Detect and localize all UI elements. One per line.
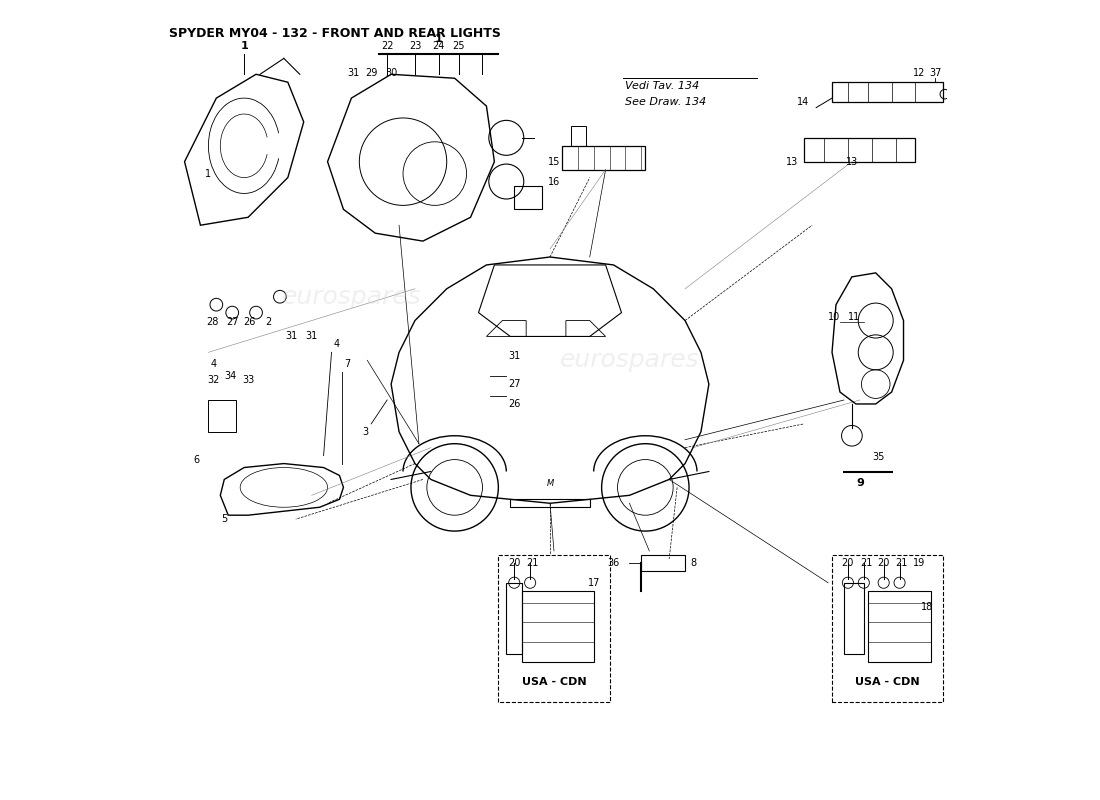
Text: 17: 17 <box>587 578 600 588</box>
Text: 8: 8 <box>690 558 696 568</box>
Text: 13: 13 <box>846 157 858 166</box>
Text: USA - CDN: USA - CDN <box>521 677 586 687</box>
Text: 29: 29 <box>365 68 377 78</box>
Text: 23: 23 <box>409 42 421 51</box>
Text: 31: 31 <box>346 68 359 78</box>
Text: 25: 25 <box>452 42 465 51</box>
Text: eurospares: eurospares <box>282 285 421 309</box>
Text: 27: 27 <box>226 317 239 327</box>
Text: 12: 12 <box>913 68 925 78</box>
Text: M: M <box>547 479 553 488</box>
Text: 20: 20 <box>878 558 890 568</box>
Text: 28: 28 <box>206 317 219 327</box>
Text: 35: 35 <box>872 452 884 462</box>
Text: 14: 14 <box>796 97 808 107</box>
Text: USA - CDN: USA - CDN <box>856 677 920 687</box>
Text: 19: 19 <box>913 558 925 568</box>
Text: 6: 6 <box>194 454 199 465</box>
Text: 21: 21 <box>895 558 908 568</box>
Text: 31: 31 <box>286 331 298 342</box>
Text: 18: 18 <box>921 602 934 611</box>
Text: 20: 20 <box>508 558 520 568</box>
Text: 31: 31 <box>508 351 520 362</box>
Text: 7: 7 <box>344 359 351 370</box>
Text: 24: 24 <box>432 42 446 51</box>
Text: 21: 21 <box>526 558 539 568</box>
Text: 2: 2 <box>265 317 271 327</box>
Text: 16: 16 <box>548 177 560 186</box>
Text: 30: 30 <box>385 68 397 78</box>
Text: 26: 26 <box>508 399 520 409</box>
Text: SPYDER MY04 - 132 - FRONT AND REAR LIGHTS: SPYDER MY04 - 132 - FRONT AND REAR LIGHT… <box>168 26 500 40</box>
Text: Vedi Tav. 134: Vedi Tav. 134 <box>626 81 700 91</box>
Text: 1: 1 <box>434 34 442 43</box>
Text: 21: 21 <box>860 558 872 568</box>
Text: 1: 1 <box>206 169 211 178</box>
Text: 22: 22 <box>381 42 394 51</box>
Text: 15: 15 <box>548 157 560 166</box>
Text: See Draw. 134: See Draw. 134 <box>626 97 706 107</box>
Text: 11: 11 <box>848 311 860 322</box>
Text: 36: 36 <box>607 558 619 568</box>
Text: 4: 4 <box>334 339 340 350</box>
Text: 26: 26 <box>243 317 256 327</box>
Text: 10: 10 <box>828 311 840 322</box>
Text: eurospares: eurospares <box>560 348 700 372</box>
Text: 5: 5 <box>221 514 228 524</box>
Text: 33: 33 <box>242 375 254 385</box>
Text: 1: 1 <box>240 42 248 51</box>
Text: 37: 37 <box>930 68 942 78</box>
Text: 20: 20 <box>842 558 854 568</box>
Text: 13: 13 <box>786 157 799 166</box>
Text: 31: 31 <box>306 331 318 342</box>
Text: 9: 9 <box>856 478 864 489</box>
Text: 27: 27 <box>508 379 520 389</box>
Text: 4: 4 <box>210 359 217 370</box>
Text: 3: 3 <box>362 426 369 437</box>
Text: 34: 34 <box>224 371 236 381</box>
Text: 32: 32 <box>207 375 219 385</box>
